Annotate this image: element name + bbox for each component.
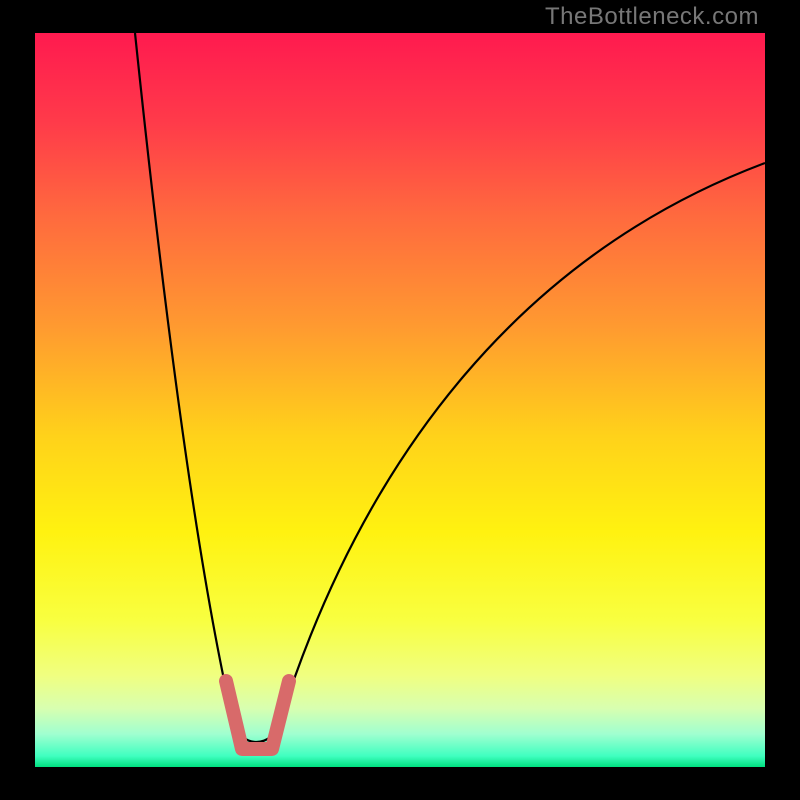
watermark-label: TheBottleneck.com xyxy=(545,3,759,31)
chart-frame xyxy=(35,33,765,767)
chart-svg xyxy=(35,33,765,767)
gradient-background xyxy=(35,33,765,767)
